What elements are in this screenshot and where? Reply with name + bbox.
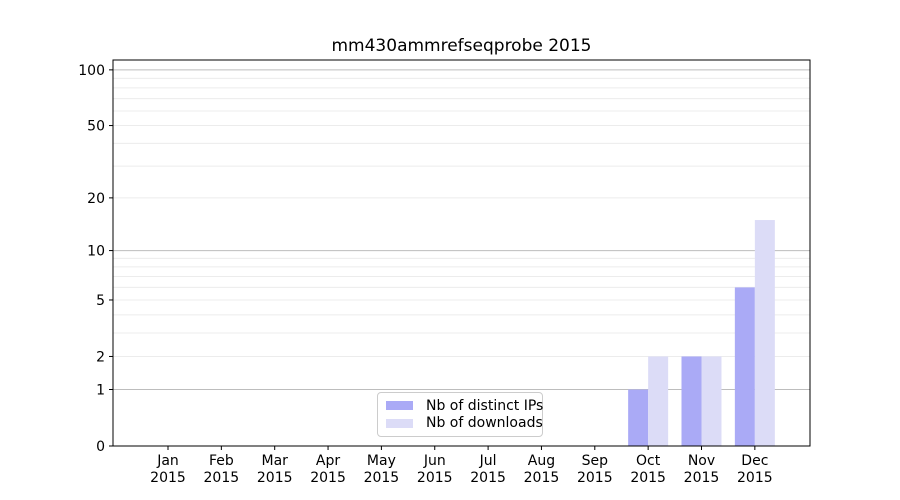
x-tick-label: Dec 2015: [737, 453, 773, 486]
legend-swatch-distinct-ips: [386, 401, 413, 411]
x-tick-label: Oct 2015: [630, 453, 666, 486]
x-tick-label: May 2015: [364, 453, 400, 486]
bar-nb-of-downloads-10: [701, 356, 722, 446]
x-tick-label: Sep 2015: [577, 453, 613, 486]
bar-nb-of-downloads-11: [754, 220, 775, 446]
y-tick-label: 1: [96, 383, 105, 399]
y-tick-label: 2: [96, 349, 105, 365]
legend-label-distinct-ips: Nb of distinct IPs: [426, 397, 544, 414]
y-tick-label: 10: [87, 244, 105, 260]
y-tick-label: 50: [87, 119, 105, 135]
legend: Nb of distinct IPs Nb of downloads: [377, 392, 543, 437]
y-tick-label: 100: [78, 63, 105, 79]
x-tick-label: Jan 2015: [150, 453, 186, 486]
plot-border: [112, 59, 811, 447]
bar-nb-of-distinct-ips-11: [734, 287, 755, 446]
x-tick-label: Mar 2015: [257, 453, 293, 486]
chart-title: mm430ammrefseqprobe 2015: [331, 36, 592, 56]
x-tick-label: Nov 2015: [684, 453, 720, 486]
y-tick-label: 20: [87, 191, 105, 207]
legend-item-downloads: Nb of downloads: [386, 415, 543, 431]
x-tick-label: Aug 2015: [524, 453, 560, 486]
x-tick-label: Feb 2015: [204, 453, 240, 486]
bar-nb-of-distinct-ips-9: [628, 389, 649, 446]
y-tick-label: 0: [96, 439, 105, 455]
legend-item-distinct-ips: Nb of distinct IPs: [386, 398, 543, 414]
x-tick-label: Apr 2015: [310, 453, 346, 486]
legend-swatch-downloads: [386, 418, 413, 428]
bar-nb-of-distinct-ips-10: [681, 356, 702, 446]
bar-nb-of-downloads-9: [648, 356, 669, 446]
x-tick-label: Jul 2015: [470, 453, 506, 486]
x-tick-label: Jun 2015: [417, 453, 453, 486]
legend-label-downloads: Nb of downloads: [426, 415, 543, 432]
y-tick-label: 5: [96, 293, 105, 309]
